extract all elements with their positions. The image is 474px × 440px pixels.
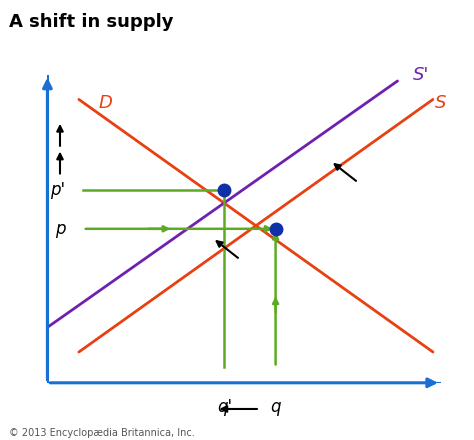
Text: A shift in supply: A shift in supply bbox=[9, 13, 174, 31]
Text: D: D bbox=[99, 94, 112, 112]
Text: p': p' bbox=[50, 181, 65, 199]
Text: © 2013 Encyclopædia Britannica, Inc.: © 2013 Encyclopædia Britannica, Inc. bbox=[9, 428, 195, 438]
Text: q': q' bbox=[217, 398, 232, 416]
Text: S': S' bbox=[413, 66, 429, 84]
Text: S: S bbox=[435, 94, 447, 112]
Text: p: p bbox=[55, 220, 65, 238]
Text: q: q bbox=[270, 398, 281, 416]
